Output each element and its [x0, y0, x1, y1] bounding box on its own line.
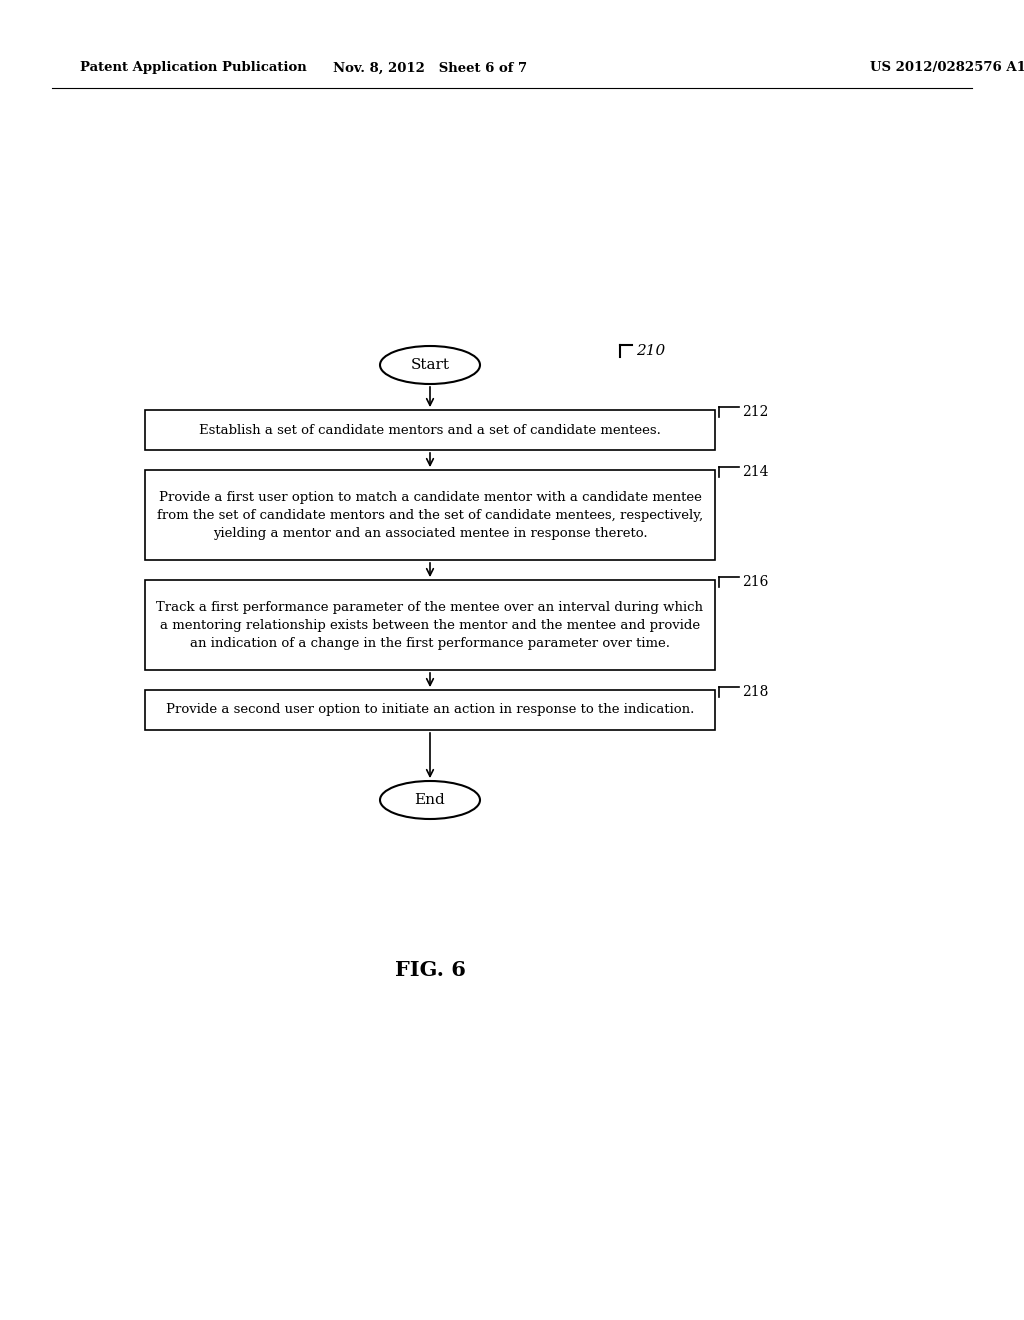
- Text: Provide a first user option to match a candidate mentor with a candidate mentee
: Provide a first user option to match a c…: [157, 491, 703, 540]
- FancyBboxPatch shape: [145, 411, 715, 450]
- Text: Nov. 8, 2012   Sheet 6 of 7: Nov. 8, 2012 Sheet 6 of 7: [333, 62, 527, 74]
- FancyBboxPatch shape: [145, 579, 715, 671]
- Ellipse shape: [380, 781, 480, 818]
- Text: 214: 214: [742, 465, 768, 479]
- Text: 210: 210: [636, 345, 666, 358]
- Text: Start: Start: [411, 358, 450, 372]
- Text: Establish a set of candidate mentors and a set of candidate mentees.: Establish a set of candidate mentors and…: [199, 424, 660, 437]
- Text: FIG. 6: FIG. 6: [394, 960, 466, 979]
- Text: Track a first performance parameter of the mentee over an interval during which
: Track a first performance parameter of t…: [157, 601, 703, 649]
- FancyBboxPatch shape: [145, 470, 715, 560]
- Text: 218: 218: [742, 685, 768, 700]
- Text: 212: 212: [742, 405, 768, 418]
- Text: Provide a second user option to initiate an action in response to the indication: Provide a second user option to initiate…: [166, 704, 694, 717]
- Text: End: End: [415, 793, 445, 807]
- Text: US 2012/0282576 A1: US 2012/0282576 A1: [870, 62, 1024, 74]
- FancyBboxPatch shape: [145, 690, 715, 730]
- Ellipse shape: [380, 346, 480, 384]
- Text: 216: 216: [742, 576, 768, 589]
- Text: Patent Application Publication: Patent Application Publication: [80, 62, 307, 74]
